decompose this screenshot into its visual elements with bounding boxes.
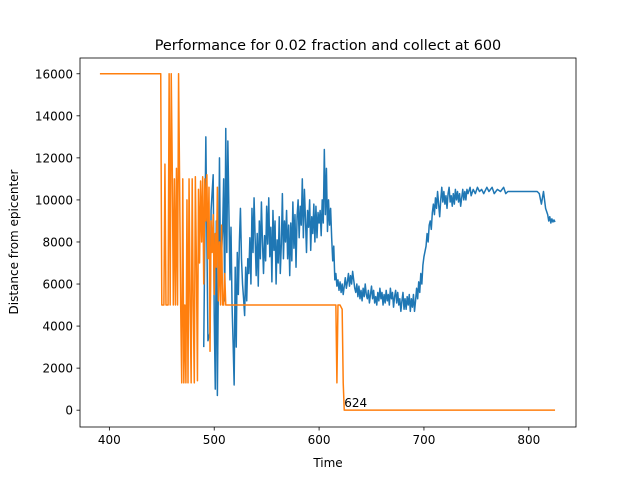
y-tick-label: 2000 [42,362,73,376]
y-tick-label: 10000 [35,193,73,207]
chart-title: Performance for 0.02 fraction and collec… [155,38,501,54]
y-tick-label: 12000 [35,151,73,165]
x-tick-label: 800 [517,433,540,447]
y-tick-label: 0 [65,404,73,418]
series-line-1 [202,127,556,397]
y-tick-label: 14000 [35,109,73,123]
y-axis-title: Distance from epicenter [7,169,21,314]
y-tick-label: 4000 [42,320,73,334]
x-tick-label: 400 [98,433,121,447]
x-tick-label: 600 [308,433,331,447]
y-tick-label: 8000 [42,235,73,249]
axes-layer: 400 500 600 700 8000200040006000800010000120… [35,57,577,447]
x-axis-title: Time [312,456,342,470]
y-tick-label: 6000 [42,278,73,292]
annotation-label: 624 [344,396,367,410]
series-layer [99,73,556,411]
axes-frame [79,57,577,428]
x-tick-label: 700 [412,433,435,447]
series-line-2 [99,73,556,411]
y-tick-label: 16000 [35,67,73,81]
x-tick-label: 500 [203,433,226,447]
